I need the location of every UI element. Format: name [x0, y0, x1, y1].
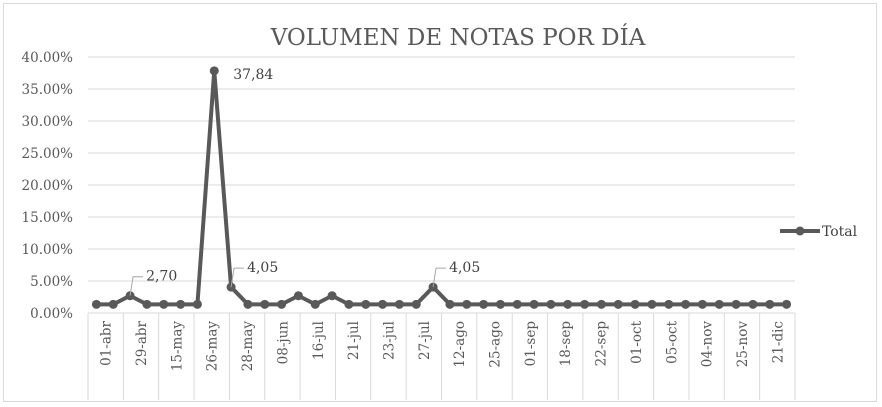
data-point: [596, 299, 606, 309]
data-point: [613, 299, 623, 309]
y-tick-label: 10.00%: [22, 242, 74, 258]
gridlines: [88, 56, 795, 314]
legend-label: Total: [822, 224, 858, 240]
data-point: [445, 299, 455, 309]
data-point: [192, 299, 202, 309]
legend-marker-icon: [795, 226, 805, 236]
data-point: [394, 299, 404, 309]
data-point: [411, 299, 421, 309]
x-tick-label: 05-oct: [664, 320, 680, 363]
y-tick-label: 15.00%: [22, 210, 74, 226]
data-point: [260, 299, 270, 309]
x-tick-label: 22-sep: [594, 321, 610, 366]
data-label-leader: [230, 267, 245, 288]
data-point: [209, 66, 219, 76]
data-point: [647, 299, 657, 309]
series-total: [91, 66, 792, 309]
data-point: [344, 299, 354, 309]
data-label-leader: [129, 276, 144, 296]
data-point: [159, 299, 169, 309]
data-point: [765, 299, 775, 309]
data-label: 4,05: [247, 260, 278, 276]
x-tick-label: 21-dic: [770, 321, 786, 363]
data-point: [529, 299, 539, 309]
data-point: [681, 299, 691, 309]
x-tick-label: 15-may: [169, 321, 185, 372]
data-point: [293, 291, 303, 301]
x-tick-label: 18-sep: [558, 321, 574, 366]
y-axis: 0.00% 5.00% 10.00% 15.00% 20.00% 25.00% 30.00%…: [22, 50, 74, 322]
x-tick-label: 25-ago: [488, 321, 504, 368]
y-tick-label: 40.00%: [22, 50, 74, 66]
x-tick-label: 21-jul: [346, 321, 362, 360]
data-point: [327, 291, 337, 301]
x-tick-label: 28-may: [240, 321, 256, 372]
series-line: [96, 68, 787, 307]
data-point: [142, 299, 152, 309]
x-tick-label: 01-oct: [629, 320, 645, 363]
x-tick-label: 08-jun: [275, 321, 291, 365]
x-tick-label: 25-nov: [735, 321, 751, 368]
x-tick-label: 01-abr: [99, 320, 115, 365]
data-point: [108, 299, 118, 309]
x-tick-label: 04-nov: [700, 321, 716, 368]
data-point: [91, 299, 101, 309]
y-tick-label: 20.00%: [22, 178, 74, 194]
data-labels: 2,70 37,84 4,05 4,05: [129, 67, 480, 296]
data-point: [664, 299, 674, 309]
data-point: [563, 299, 573, 309]
y-tick-label: 35.00%: [22, 82, 74, 98]
x-tick-label: 26-may: [205, 321, 221, 372]
data-point: [580, 299, 590, 309]
y-tick-label: 25.00%: [22, 146, 74, 162]
x-tick-label: 27-jul: [417, 321, 433, 360]
data-point: [277, 299, 287, 309]
legend[interactable]: Total: [780, 224, 858, 240]
chart-frame: [3, 3, 877, 402]
data-label: 4,05: [449, 260, 480, 276]
x-tick-label: 16-jul: [311, 321, 327, 360]
x-axis: 01-abr 29-abr 15-may 26-may 28-may 08-jun 16-j…: [87, 313, 796, 400]
data-point: [546, 299, 556, 309]
data-point: [361, 299, 371, 309]
x-tick-label: 29-abr: [134, 320, 150, 365]
data-point: [462, 299, 472, 309]
data-point: [310, 299, 320, 309]
data-point: [782, 299, 792, 309]
data-point: [630, 299, 640, 309]
data-point: [243, 299, 253, 309]
y-tick-label: 30.00%: [22, 114, 74, 130]
data-point: [714, 299, 724, 309]
y-tick-label: 0.00%: [30, 306, 73, 322]
data-point: [378, 299, 388, 309]
chart-title: VOLUMEN DE NOTAS POR DÍA: [270, 24, 646, 51]
data-point: [748, 299, 758, 309]
data-point: [479, 299, 489, 309]
data-point: [697, 299, 707, 309]
y-tick-label: 5.00%: [30, 274, 73, 290]
data-point: [176, 299, 186, 309]
data-label: 37,84: [233, 67, 273, 83]
x-tick-label: 01-sep: [523, 321, 539, 366]
data-point: [495, 299, 505, 309]
data-label-leader: [432, 267, 447, 288]
data-point: [512, 299, 522, 309]
data-label: 2,70: [146, 269, 177, 285]
data-point: [731, 299, 741, 309]
x-tick-label: 12-ago: [452, 321, 468, 368]
x-tick-label: 23-jul: [381, 321, 397, 360]
